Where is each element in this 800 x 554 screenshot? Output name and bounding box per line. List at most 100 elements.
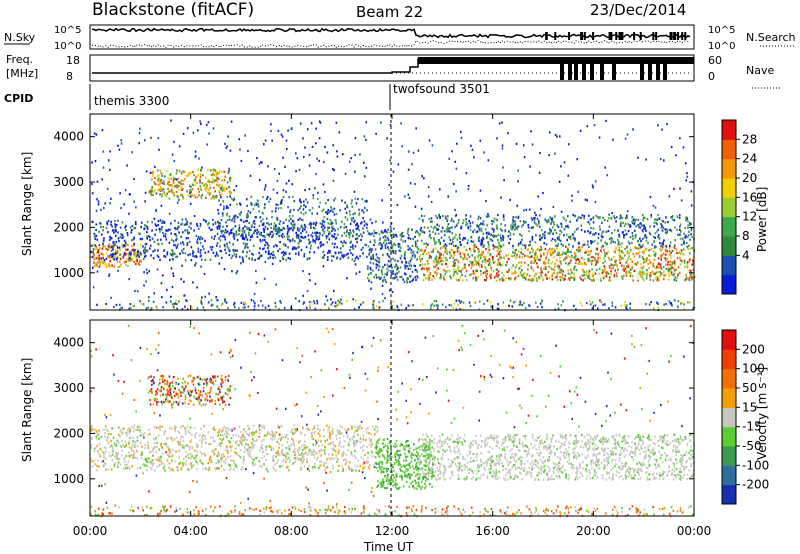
echo-cell	[619, 243, 621, 246]
echo-cell	[616, 265, 618, 268]
echo-cell	[655, 218, 658, 221]
echo-cell	[679, 263, 682, 266]
echo-cell	[240, 234, 242, 238]
echo-cell	[238, 226, 241, 230]
echo-cell	[529, 243, 531, 247]
echo-cell	[126, 463, 129, 466]
echo-cell	[519, 300, 521, 303]
echo-cell	[423, 177, 425, 180]
echo-cell	[171, 153, 174, 156]
echo-cell	[351, 427, 353, 430]
echo-cell	[626, 210, 629, 213]
echo-cell	[631, 241, 633, 244]
echo-cell	[611, 232, 613, 235]
echo-cell	[251, 257, 254, 260]
echo-cell	[160, 442, 163, 445]
echo-cell	[656, 230, 658, 233]
echo-cell	[362, 227, 364, 230]
nsearch-block	[554, 32, 557, 40]
echo-cell	[280, 199, 283, 202]
echo-cell	[563, 217, 566, 220]
echo-cell	[195, 262, 197, 265]
echo-cell	[219, 225, 221, 228]
echo-cell	[363, 206, 366, 209]
echo-cell	[262, 212, 264, 215]
echo-cell	[242, 220, 245, 223]
echo-cell	[217, 212, 220, 215]
echo-cell	[120, 233, 123, 236]
echo-cell	[230, 428, 233, 431]
echo-cell	[295, 170, 297, 173]
echo-cell	[624, 222, 627, 226]
echo-cell	[228, 249, 231, 253]
echo-cell	[486, 215, 489, 218]
echo-cell	[668, 246, 671, 249]
echo-cell	[423, 215, 426, 218]
echo-cell	[375, 132, 377, 135]
echo-cell	[196, 480, 199, 483]
echo-cell	[211, 236, 213, 239]
echo-cell	[693, 275, 696, 279]
echo-cell	[674, 239, 676, 242]
echo-cell	[648, 273, 651, 277]
echo-cell	[358, 213, 360, 216]
echo-cell	[140, 302, 143, 305]
echo-cell	[633, 255, 636, 258]
echo-cell	[200, 296, 203, 299]
echo-cell	[185, 237, 188, 240]
echo-cell	[97, 450, 99, 453]
echo-cell	[565, 251, 567, 254]
echo-cell	[341, 199, 343, 202]
echo-cell	[572, 234, 575, 237]
echo-cell	[162, 234, 165, 237]
echo-cell	[262, 196, 264, 199]
echo-cell	[521, 225, 523, 228]
echo-cell	[277, 207, 280, 210]
echo-cell	[414, 231, 417, 234]
echo-cell	[673, 219, 676, 222]
echo-cell	[499, 228, 502, 231]
echo-cell	[439, 247, 442, 250]
echo-cell	[172, 274, 175, 278]
echo-cell	[473, 272, 476, 275]
echo-cell	[358, 211, 361, 215]
echo-cell	[602, 277, 605, 280]
echo-cell	[499, 247, 501, 250]
echo-cell	[382, 236, 385, 239]
echo-cell	[141, 452, 143, 455]
echo-cell	[354, 212, 356, 215]
echo-cell	[538, 275, 540, 279]
echo-cell	[545, 219, 548, 223]
echo-cell	[345, 431, 348, 434]
echo-cell	[218, 444, 220, 447]
echo-cell	[261, 448, 264, 451]
echo-cell	[316, 197, 319, 201]
echo-cell	[216, 242, 219, 245]
echo-cell	[515, 256, 518, 259]
echo-cell	[519, 233, 521, 236]
echo-cell	[224, 187, 227, 190]
echo-cell	[466, 257, 468, 260]
echo-cell	[483, 278, 486, 282]
echo-cell	[603, 248, 605, 252]
echo-cell	[670, 267, 673, 270]
echo-cell	[326, 258, 329, 262]
echo-cell	[538, 235, 541, 238]
echo-cell	[448, 236, 451, 239]
echo-cell	[446, 258, 448, 262]
echo-cell	[272, 432, 275, 435]
noise-left-tick-bottom: 10^0	[54, 41, 81, 52]
echo-cell	[98, 484, 101, 488]
echo-cell	[162, 188, 165, 191]
echo-cell	[153, 181, 156, 184]
echo-cell	[316, 441, 319, 444]
echo-cell	[174, 244, 177, 247]
echo-cell	[667, 221, 669, 224]
echo-cell	[640, 262, 642, 266]
echo-cell	[392, 251, 395, 254]
echo-cell	[352, 298, 355, 301]
echo-cell	[564, 274, 567, 277]
echo-cell	[351, 467, 353, 471]
echo-cell	[303, 301, 305, 304]
echo-cell	[493, 235, 495, 239]
